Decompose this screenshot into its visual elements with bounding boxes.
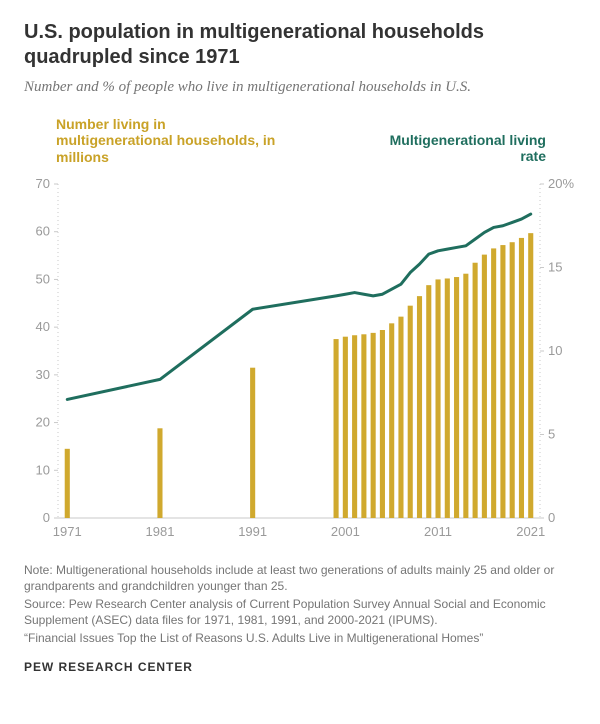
- svg-text:70: 70: [36, 176, 50, 191]
- svg-text:1981: 1981: [146, 524, 175, 539]
- left-axis-label: Number living in multigenerational house…: [56, 116, 276, 166]
- svg-text:10: 10: [36, 462, 50, 477]
- svg-text:0: 0: [548, 510, 555, 525]
- svg-text:2001: 2001: [331, 524, 360, 539]
- chart-note: Note: Multigenerational households inclu…: [24, 562, 576, 594]
- svg-text:60: 60: [36, 223, 50, 238]
- svg-text:50: 50: [36, 271, 50, 286]
- chart-source: Source: Pew Research Center analysis of …: [24, 596, 576, 628]
- chart-svg: 0 10 20 30 40 50 60 70 0 5 10 15 20% 1971 1981 1991 2001…: [24, 110, 576, 550]
- svg-text:1971: 1971: [53, 524, 82, 539]
- chart-quote: “Financial Issues Top the List of Reason…: [24, 630, 576, 646]
- svg-text:40: 40: [36, 319, 50, 334]
- chart-area: Number living in multigenerational house…: [24, 110, 576, 550]
- svg-text:0: 0: [43, 510, 50, 525]
- svg-text:30: 30: [36, 366, 50, 381]
- right-axis-label: Multigenerational living rate: [386, 132, 546, 166]
- chart-title: U.S. population in multigenerational hou…: [24, 20, 576, 70]
- svg-text:15: 15: [548, 259, 562, 274]
- svg-text:20%: 20%: [548, 176, 574, 191]
- svg-text:20: 20: [36, 414, 50, 429]
- svg-text:2021: 2021: [516, 524, 545, 539]
- svg-text:5: 5: [548, 426, 555, 441]
- svg-text:1991: 1991: [238, 524, 267, 539]
- svg-text:10: 10: [548, 343, 562, 358]
- chart-subtitle: Number and % of people who live in multi…: [24, 78, 576, 98]
- svg-text:2011: 2011: [424, 524, 452, 539]
- footer-brand: PEW RESEARCH CENTER: [24, 660, 576, 674]
